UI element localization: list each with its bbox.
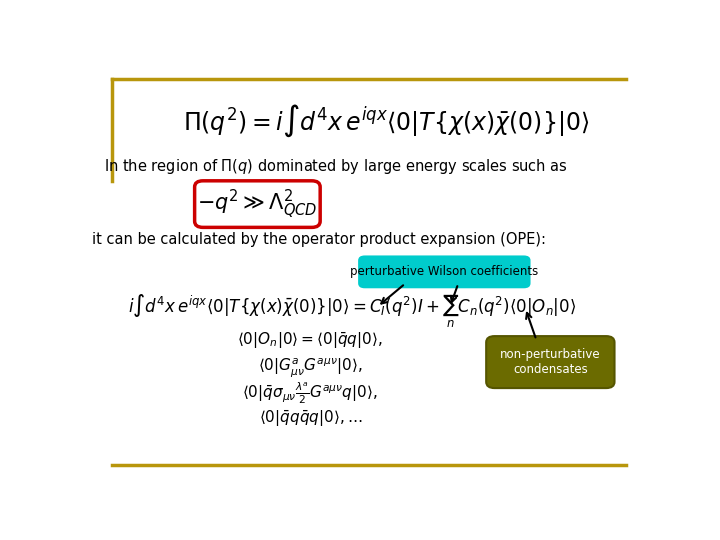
Text: $\langle 0|\bar{q}q\bar{q}q|0\rangle,\ldots$: $\langle 0|\bar{q}q\bar{q}q|0\rangle,\ld…: [258, 409, 362, 429]
FancyBboxPatch shape: [486, 336, 615, 388]
FancyBboxPatch shape: [194, 181, 320, 227]
Text: non-perturbative
condensates: non-perturbative condensates: [500, 348, 600, 376]
Text: $\langle 0|\bar{q}\sigma_{\mu\nu}\frac{\lambda^a}{2}G^{a\mu\nu}q|0\rangle,$: $\langle 0|\bar{q}\sigma_{\mu\nu}\frac{\…: [243, 380, 378, 406]
Text: perturbative Wilson coefficients: perturbative Wilson coefficients: [350, 265, 539, 278]
Text: $\Pi(q^2) = i \int d^4x\, e^{iqx} \langle 0|T\{\chi(x)\bar{\chi}(0)\}|0\rangle$: $\Pi(q^2) = i \int d^4x\, e^{iqx} \langl…: [183, 103, 589, 139]
Text: $i \int d^4x\, e^{iqx} \langle 0|T\{\chi(x)\bar{\chi}(0)\}|0\rangle = C_I(q^2)I : $i \int d^4x\, e^{iqx} \langle 0|T\{\chi…: [128, 292, 576, 329]
Text: In the region of $\Pi(q)$ dominated by large energy scales such as: In the region of $\Pi(q)$ dominated by l…: [104, 157, 567, 176]
Text: it can be calculated by the operator product expansion (OPE):: it can be calculated by the operator pro…: [91, 232, 546, 247]
Text: $\langle 0|G^a_{\mu\nu}G^{a\mu\nu}|0\rangle,$: $\langle 0|G^a_{\mu\nu}G^{a\mu\nu}|0\ran…: [258, 355, 363, 379]
Text: $\langle 0|O_n|0\rangle = \langle 0|\bar{q}q|0\rangle,$: $\langle 0|O_n|0\rangle = \langle 0|\bar…: [238, 331, 383, 352]
Text: $-q^2 \gg \Lambda^2_{QCD}$: $-q^2 \gg \Lambda^2_{QCD}$: [197, 187, 318, 221]
FancyBboxPatch shape: [358, 255, 531, 288]
